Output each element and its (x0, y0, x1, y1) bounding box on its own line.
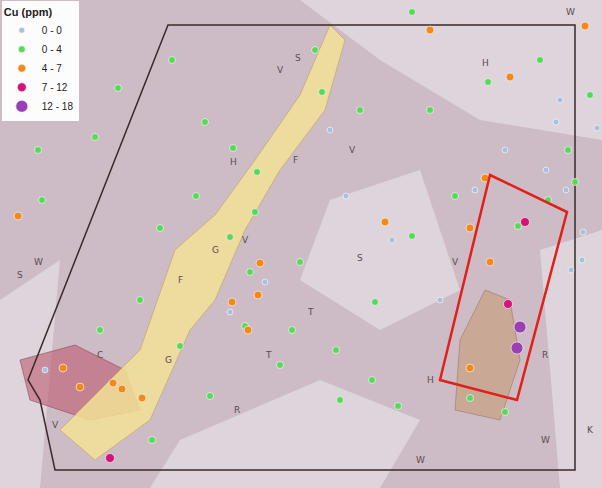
svg-text:W: W (34, 257, 43, 267)
svg-text:12 - 18: 12 - 18 (42, 101, 74, 112)
svg-text:W: W (541, 435, 550, 445)
svg-text:4 - 7: 4 - 7 (42, 63, 62, 74)
svg-text:H: H (230, 157, 237, 167)
svg-text:K: K (587, 425, 594, 435)
svg-text:T: T (265, 350, 272, 360)
svg-text:V: V (52, 420, 59, 430)
svg-text:V: V (277, 65, 284, 75)
svg-text:R: R (234, 405, 240, 415)
svg-text:W: W (566, 7, 575, 17)
svg-text:V: V (242, 235, 249, 245)
svg-text:H: H (427, 375, 434, 385)
svg-text:H: H (482, 58, 489, 68)
svg-text:Cu (ppm): Cu (ppm) (4, 6, 53, 18)
svg-text:W: W (416, 455, 425, 465)
svg-text:S: S (295, 53, 301, 63)
svg-text:S: S (357, 253, 363, 263)
svg-text:0 - 4: 0 - 4 (42, 44, 62, 55)
svg-text:F: F (178, 275, 183, 285)
svg-text:G: G (165, 355, 172, 365)
svg-text:R: R (542, 350, 548, 360)
svg-text:V: V (349, 145, 356, 155)
svg-text:C: C (97, 350, 103, 360)
svg-text:V: V (452, 257, 459, 267)
svg-text:7 - 12: 7 - 12 (42, 82, 68, 93)
svg-text:T: T (307, 307, 314, 317)
svg-text:0 - 0: 0 - 0 (42, 25, 62, 36)
svg-text:S: S (17, 270, 23, 280)
svg-text:F: F (293, 155, 298, 165)
svg-text:G: G (212, 245, 219, 255)
